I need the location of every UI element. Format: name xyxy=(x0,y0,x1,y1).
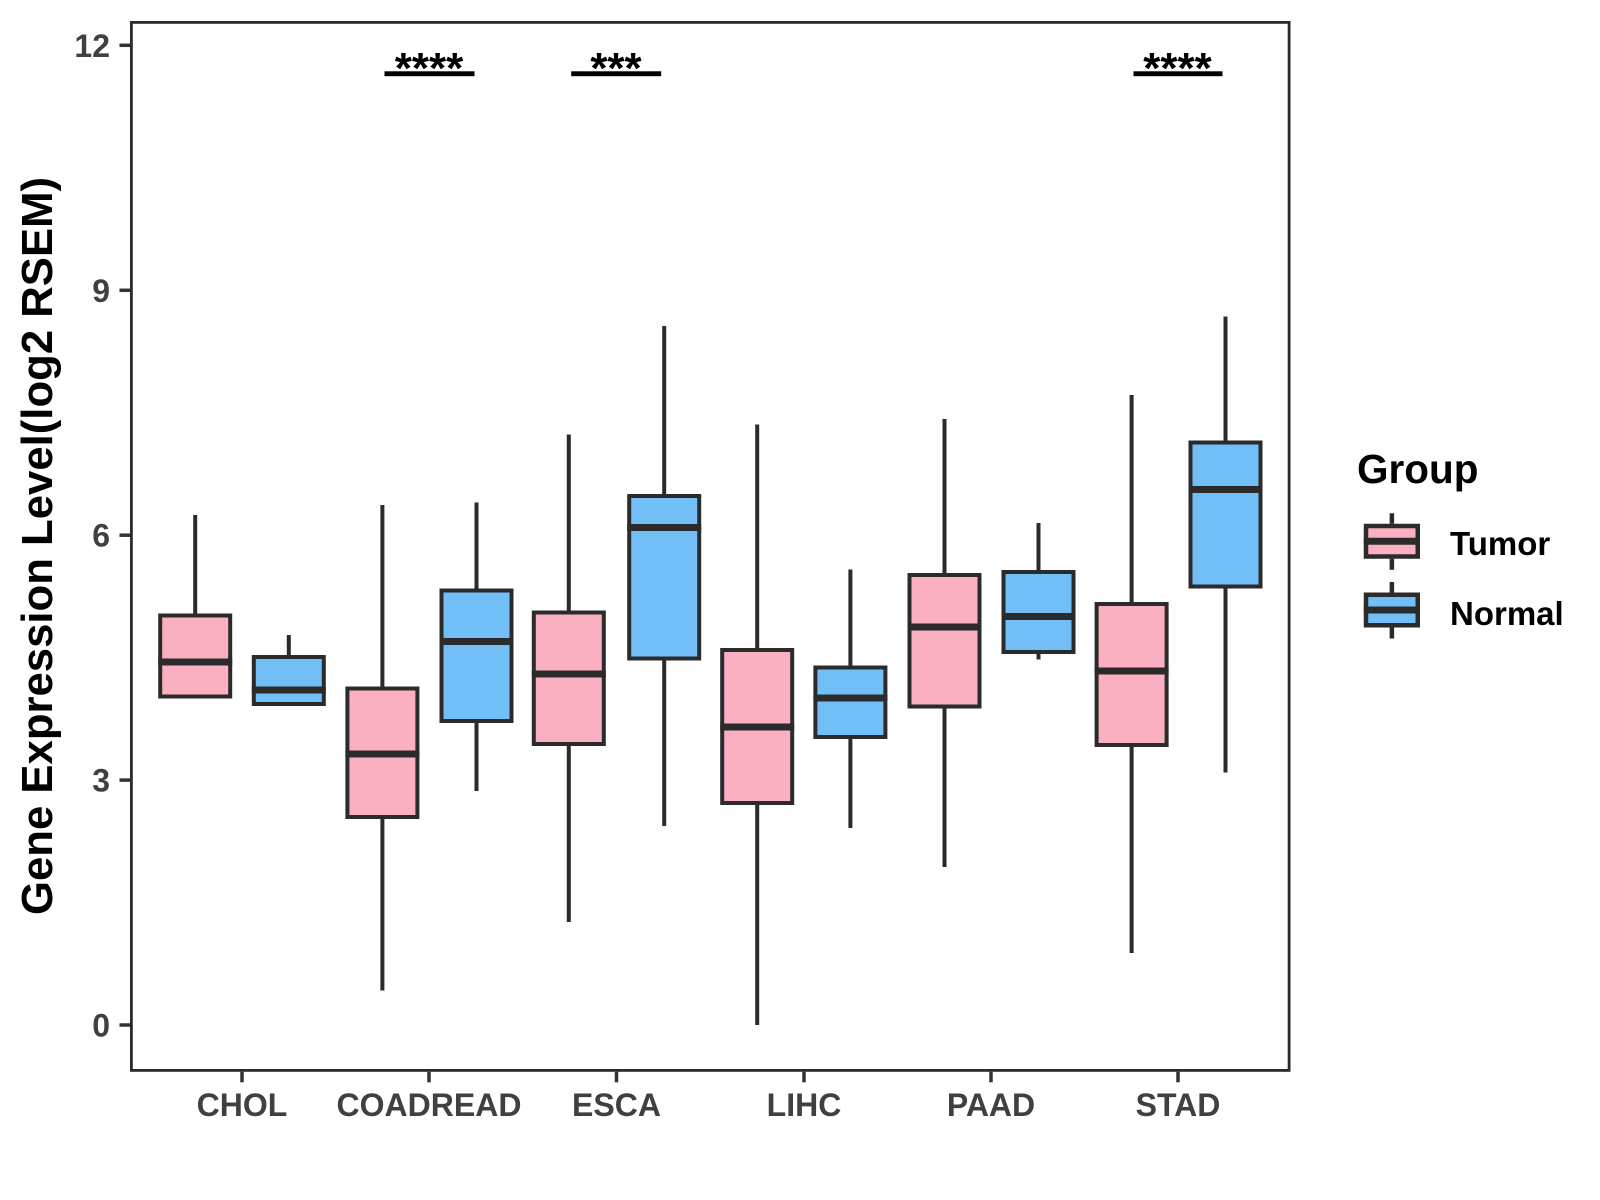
svg-text:Normal: Normal xyxy=(1450,595,1564,632)
svg-text:CHOL: CHOL xyxy=(197,1087,288,1123)
svg-text:****: **** xyxy=(395,44,464,93)
svg-text:ESCA: ESCA xyxy=(572,1087,661,1123)
svg-text:***: *** xyxy=(590,44,642,93)
svg-text:3: 3 xyxy=(92,763,110,799)
svg-text:PAAD: PAAD xyxy=(947,1087,1035,1123)
svg-text:12: 12 xyxy=(74,28,110,64)
svg-text:****: **** xyxy=(1143,44,1212,93)
svg-text:6: 6 xyxy=(92,518,110,554)
svg-text:Gene Expression Level(log2 RSE: Gene Expression Level(log2 RSEM) xyxy=(13,177,62,915)
svg-text:Tumor: Tumor xyxy=(1450,525,1550,562)
svg-text:Group: Group xyxy=(1357,446,1478,492)
svg-text:0: 0 xyxy=(92,1008,110,1044)
svg-text:9: 9 xyxy=(92,273,110,309)
svg-text:STAD: STAD xyxy=(1136,1087,1221,1123)
svg-text:LIHC: LIHC xyxy=(767,1087,842,1123)
svg-text:COADREAD: COADREAD xyxy=(337,1087,522,1123)
